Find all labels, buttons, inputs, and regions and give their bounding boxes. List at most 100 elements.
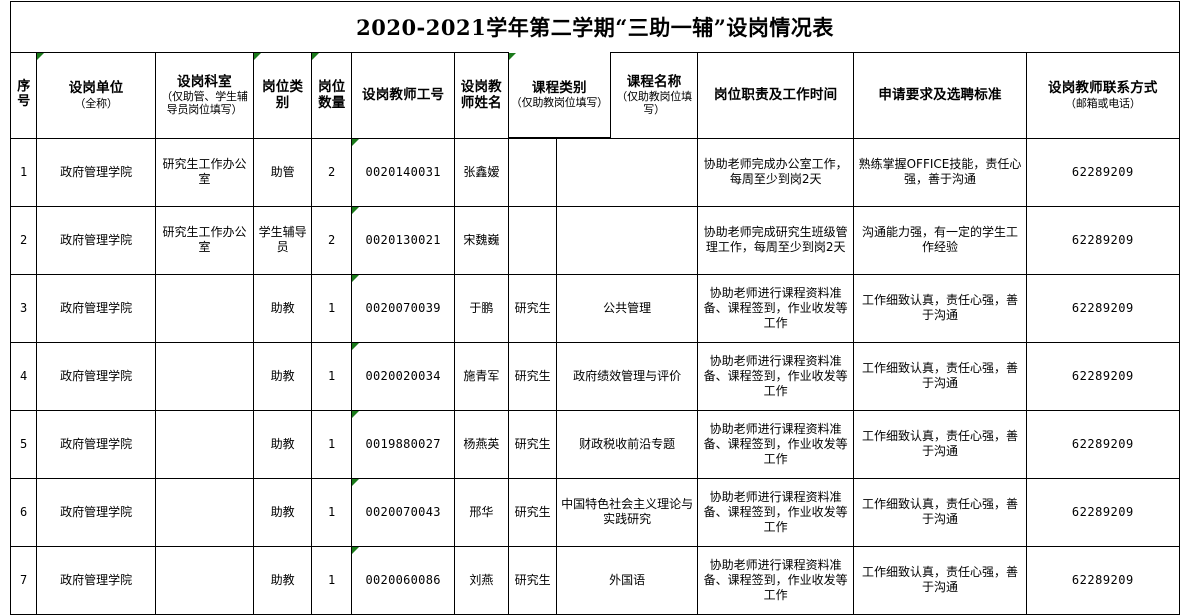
column-header-unit: 设岗单位 （全称） (36, 52, 156, 139)
cell-course-name: 政府绩效管理与评价 (556, 341, 698, 411)
cell-teacher-id-value: 0020130021 (365, 232, 441, 247)
cell-unit: 政府管理学院 (36, 545, 156, 615)
cell-teacher-id-value: 0020140031 (365, 164, 441, 179)
cell-seq: 2 (9, 205, 38, 275)
cell-contact-value: 62289209 (1071, 164, 1134, 179)
cell-contact-value: 62289209 (1071, 436, 1134, 451)
cell-duties-value: 协助老师完成研究生班级管理工作，每周至少到岗2天 (703, 225, 848, 254)
column-header-contact-sublabel: （邮箱或电话） (1065, 96, 1141, 110)
cell-contact-value: 62289209 (1071, 368, 1134, 383)
error-triangle-icon (352, 139, 360, 146)
cell-post-count: 1 (311, 477, 353, 547)
cell-course-name-value: 公共管理 (603, 300, 652, 315)
cell-contact: 62289209 (1025, 273, 1181, 343)
cell-duties-value: 协助老师进行课程资料准备、课程签到，作业收发等工作 (703, 489, 848, 534)
cell-duties-value: 协助老师进行课程资料准备、课程签到，作业收发等工作 (703, 421, 848, 466)
column-header-post-type-label: 岗位类别 (262, 78, 304, 112)
cell-post-count: 1 (311, 341, 353, 411)
cell-teacher-id: 0020060086 (351, 545, 455, 615)
cell-unit: 政府管理学院 (36, 477, 156, 547)
cell-duties: 协助老师进行课程资料准备、课程签到，作业收发等工作 (696, 409, 855, 479)
cell-post-count-value: 1 (328, 572, 336, 587)
cell-office-value: 研究生工作办公室 (162, 225, 247, 254)
cell-requirements: 熟练掌握OFFICE技能，责任心强，善于沟通 (853, 137, 1027, 207)
cell-post-type: 助管 (253, 137, 313, 207)
cell-requirements-value: 工作细致认真，责任心强，善于沟通 (861, 429, 1018, 458)
column-header-seq-label: 序号 (17, 79, 31, 110)
cell-teacher-id-value: 0020020034 (365, 368, 441, 383)
cell-requirements-value: 工作细致认真，责任心强，善于沟通 (861, 361, 1018, 390)
cell-requirements-value: 工作细致认真，责任心强，善于沟通 (861, 293, 1018, 322)
column-header-office-label: 设岗科室 (177, 73, 232, 90)
cell-contact: 62289209 (1025, 545, 1181, 615)
error-triangle-icon (352, 343, 360, 350)
cell-post-type: 助教 (253, 545, 313, 615)
column-header-course-name-sublabel: （仅助教岗位填写） (616, 90, 692, 117)
cell-duties-value: 协助老师完成办公室工作，每周至少到岗2天 (703, 157, 848, 186)
cell-requirements: 沟通能力强，有一定的学生工作经验 (853, 205, 1027, 275)
cell-course-type-value: 研究生 (514, 504, 551, 519)
cell-post-type: 助教 (253, 477, 313, 547)
cell-unit-value: 政府管理学院 (60, 504, 133, 519)
column-header-requirements: 申请要求及选聘标准 (853, 52, 1027, 139)
cell-post-count-value: 1 (328, 436, 336, 451)
cell-post-count-value: 2 (328, 164, 336, 179)
cell-post-count: 1 (311, 409, 353, 479)
column-header-post-count-label: 岗位数量 (318, 78, 346, 112)
cell-teacher-name-value: 宋魏巍 (463, 232, 500, 247)
cell-seq-value: 1 (19, 164, 28, 179)
table-row: 7 政府管理学院 助教 1 0020060086 刘燕 研究生 外国语 协助老师进行课程资料准备… (9, 545, 1181, 615)
column-header-course-type-sublabel: （仅助教岗位填写） (510, 96, 608, 110)
cell-contact-value: 62289209 (1071, 232, 1134, 247)
cell-post-type-value: 助教 (270, 504, 295, 519)
spreadsheet-canvas: 2020-2021学年第二学期“三助一辅”设岗情况表 序号 设岗单位 （全称） … (9, 1, 1181, 615)
cell-seq: 1 (9, 137, 38, 207)
cell-teacher-name: 刘燕 (453, 545, 509, 615)
cell-course-name: 财政税收前沿专题 (556, 409, 698, 479)
cell-post-type-value: 助教 (270, 300, 295, 315)
cell-post-type-value: 助管 (270, 164, 295, 179)
cell-teacher-id: 0020020034 (351, 341, 455, 411)
cell-office (154, 273, 255, 343)
cell-teacher-name: 邢华 (453, 477, 509, 547)
error-triangle-icon (352, 479, 360, 486)
cell-post-type-value: 学生辅导员 (258, 225, 307, 254)
cell-course-type: 研究生 (507, 273, 558, 343)
document-title-band: 2020-2021学年第二学期“三助一辅”设岗情况表 (10, 1, 1180, 52)
column-header-post-type: 岗位类别 (253, 52, 313, 139)
cell-unit: 政府管理学院 (36, 205, 156, 275)
cell-post-type: 助教 (253, 409, 313, 479)
cell-course-type (507, 205, 558, 275)
cell-unit-value: 政府管理学院 (60, 368, 133, 383)
cell-teacher-name-value: 施青军 (463, 368, 500, 383)
cell-course-type-value: 研究生 (514, 436, 551, 451)
table-body: 1 政府管理学院 研究生工作办公室 助管 2 0020140031 张鑫嫒 协助老师完成办公室… (9, 137, 1181, 615)
cell-post-count-value: 2 (328, 232, 336, 247)
cell-unit-value: 政府管理学院 (60, 232, 133, 247)
column-header-contact: 设岗教师联系方式 （邮箱或电话） (1025, 52, 1181, 139)
column-header-duties-label: 岗位职责及工作时间 (713, 87, 838, 104)
cell-post-count-value: 1 (328, 504, 336, 519)
cell-post-type-value: 助教 (270, 572, 295, 587)
cell-teacher-name-value: 张鑫嫒 (463, 164, 500, 179)
cell-duties: 协助老师进行课程资料准备、课程签到，作业收发等工作 (696, 273, 855, 343)
cell-course-type-value: 研究生 (514, 572, 551, 587)
cell-office (154, 477, 255, 547)
cell-teacher-id-value: 0019880027 (365, 436, 441, 451)
cell-teacher-name-value: 于鹏 (469, 300, 494, 315)
cell-post-count: 1 (311, 273, 353, 343)
cell-teacher-name: 施青军 (453, 341, 509, 411)
column-header-teacher-id: 设岗教师工号 (351, 52, 455, 139)
column-header-course-type: 课程类别 （仅助教岗位填写） (508, 52, 611, 138)
column-header-unit-label: 设岗单位 (68, 80, 124, 97)
cell-seq: 4 (9, 341, 38, 411)
cell-office: 研究生工作办公室 (154, 205, 255, 275)
cell-unit-value: 政府管理学院 (60, 164, 133, 179)
cell-contact: 62289209 (1025, 205, 1181, 275)
table-row: 3 政府管理学院 助教 1 0020070039 于鹏 研究生 公共管理 协助老师进行课程资料准… (9, 273, 1181, 343)
cell-contact-value: 62289209 (1071, 572, 1134, 587)
cell-contact-value: 62289209 (1071, 504, 1134, 519)
cell-seq-value: 6 (19, 504, 28, 519)
cell-contact: 62289209 (1025, 137, 1181, 207)
cell-post-type: 学生辅导员 (253, 205, 313, 275)
